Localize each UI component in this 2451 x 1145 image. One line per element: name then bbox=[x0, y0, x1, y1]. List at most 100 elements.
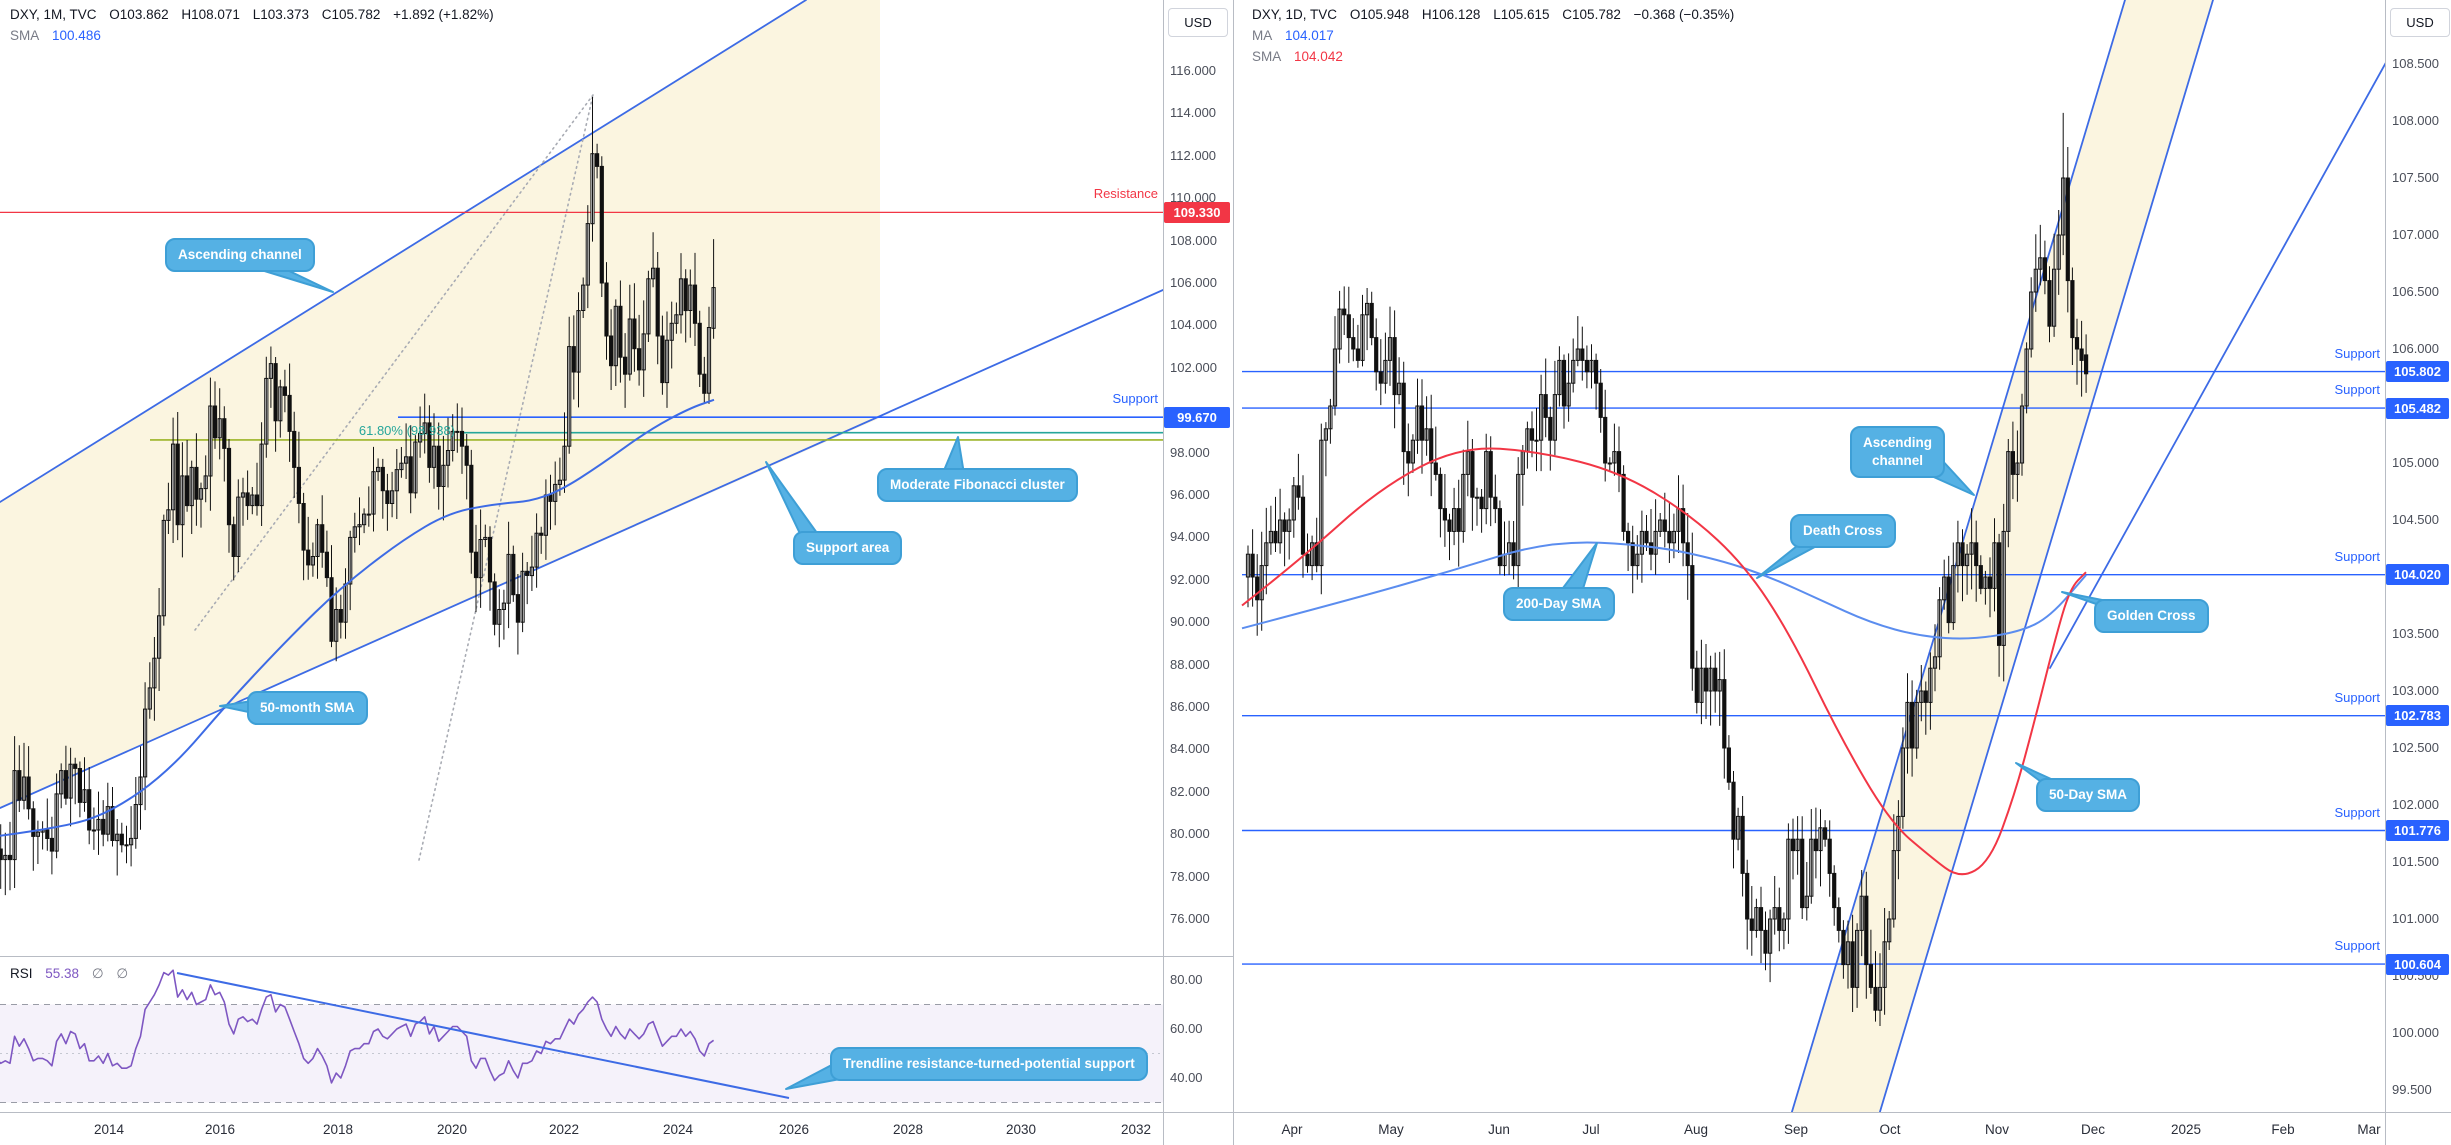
time-axis-label[interactable]: 2026 bbox=[778, 1122, 810, 1137]
level-name-label: Support bbox=[2334, 382, 2380, 397]
trendline bbox=[194, 94, 594, 631]
right-ma-label: MA bbox=[1252, 28, 1273, 43]
level-name-label: Support bbox=[2334, 690, 2380, 705]
left-low-value: L103.373 bbox=[252, 7, 310, 22]
price-tick-label: 108.000 bbox=[2392, 113, 2439, 128]
time-axis-label[interactable]: 2016 bbox=[204, 1122, 236, 1137]
right-open-value: O105.948 bbox=[1349, 7, 1410, 22]
trendline bbox=[418, 94, 594, 861]
level-name-label: Support bbox=[2334, 938, 2380, 953]
price-tick-label: 88.000 bbox=[1170, 657, 1210, 672]
time-axis-label[interactable]: Feb bbox=[2271, 1122, 2295, 1137]
callout-golden-cross[interactable]: Golden Cross bbox=[2094, 599, 2209, 634]
time-axis-label[interactable]: Mar bbox=[2357, 1122, 2381, 1137]
callout-ascending-channel[interactable]: Ascending channel bbox=[165, 238, 315, 273]
rsi-settings-icon[interactable]: ∅ bbox=[116, 966, 129, 981]
price-tick-label: 90.000 bbox=[1170, 614, 1210, 629]
time-axis-label[interactable]: Sep bbox=[1783, 1122, 1809, 1137]
price-badge: 109.330 bbox=[1164, 202, 1230, 223]
callout-50-month-sma[interactable]: 50-month SMA bbox=[247, 691, 368, 726]
price-tick-label: 86.000 bbox=[1170, 699, 1210, 714]
callout-tail bbox=[765, 461, 823, 541]
right-ma-legend[interactable]: MA 104.017 bbox=[1252, 28, 1343, 43]
right-close-value: C105.782 bbox=[1562, 7, 1621, 22]
time-axis-label[interactable]: Oct bbox=[1879, 1122, 1901, 1137]
right-axis-currency-button[interactable]: USD bbox=[2390, 8, 2450, 37]
price-tick-label: 92.000 bbox=[1170, 572, 1210, 587]
level-name-label: Support bbox=[1112, 391, 1158, 406]
price-badge: 101.776 bbox=[2386, 820, 2449, 841]
price-badge: 105.482 bbox=[2386, 398, 2449, 419]
trendline bbox=[2049, 62, 2385, 669]
time-axis-label[interactable]: Dec bbox=[2080, 1122, 2105, 1137]
callout-support-area[interactable]: Support area bbox=[793, 531, 903, 566]
chart-pane-1 bbox=[1241, 0, 2385, 1112]
price-tick-label: 78.000 bbox=[1170, 869, 1210, 884]
candle-wicks bbox=[0, 96, 715, 896]
callout-200-day-sma[interactable]: 200-Day SMA bbox=[1503, 587, 1615, 622]
price-tick-label: 107.500 bbox=[2392, 170, 2439, 185]
price-badge: 102.783 bbox=[2386, 705, 2449, 726]
left-axis-currency-button[interactable]: USD bbox=[1168, 8, 1228, 37]
left-open-value: O103.862 bbox=[109, 7, 169, 22]
panel-divider[interactable] bbox=[1233, 0, 1234, 1145]
right-price-axis-border[interactable] bbox=[2385, 0, 2386, 1145]
rsi-tick-label: 40.00 bbox=[1170, 1070, 1203, 1085]
price-tick-label: 112.000 bbox=[1170, 148, 1217, 163]
rsi-legend[interactable]: RSI 55.38 ∅ ∅ bbox=[10, 966, 137, 982]
rsi-pane-separator[interactable] bbox=[0, 956, 1233, 957]
left-chart-legend[interactable]: DXY, 1M, TVC O103.862 H108.071 L103.373 … bbox=[10, 7, 503, 22]
price-tick-label: 102.000 bbox=[1170, 360, 1217, 375]
time-axis-label[interactable]: 2024 bbox=[662, 1122, 694, 1137]
rsi-tick-label: 60.00 bbox=[1170, 1021, 1203, 1036]
price-tick-label: 106.000 bbox=[1170, 275, 1217, 290]
trendline bbox=[1878, 0, 2214, 1112]
time-axis-label[interactable]: 2020 bbox=[436, 1122, 468, 1137]
time-axis-label[interactable]: Aug bbox=[1683, 1122, 1709, 1137]
left-high-value: H108.071 bbox=[181, 7, 240, 22]
right-chart-legend[interactable]: DXY, 1D, TVC O105.948 H106.128 L105.615 … bbox=[1252, 7, 1743, 22]
price-tick-label: 101.500 bbox=[2392, 854, 2439, 869]
callout-50-day-sma[interactable]: 50-Day SMA bbox=[2036, 778, 2141, 813]
right-sma-value: 104.042 bbox=[1294, 49, 1343, 64]
time-axis-label[interactable]: 2018 bbox=[322, 1122, 354, 1137]
price-tick-label: 103.500 bbox=[2392, 626, 2439, 641]
time-axis-label[interactable]: Apr bbox=[1281, 1122, 1303, 1137]
left-symbol-title[interactable]: DXY, 1M, TVC bbox=[10, 7, 97, 22]
time-axis-label[interactable]: 2014 bbox=[93, 1122, 125, 1137]
callout-ascending-channel[interactable]: Ascending channel bbox=[1850, 426, 1946, 479]
price-tick-label: 106.000 bbox=[2392, 341, 2439, 356]
time-axis-label[interactable]: 2028 bbox=[892, 1122, 924, 1137]
right-sma-label: SMA bbox=[1252, 49, 1282, 64]
price-tick-label: 104.000 bbox=[1170, 317, 1217, 332]
time-axis-label[interactable]: 2030 bbox=[1005, 1122, 1037, 1137]
right-change-value: −0.368 (−0.35%) bbox=[1633, 7, 1735, 22]
rsi-trendline bbox=[176, 972, 790, 1099]
time-axis-label[interactable]: Jul bbox=[1582, 1122, 1600, 1137]
channel-fill bbox=[0, 0, 880, 808]
rsi-hide-icon[interactable]: ∅ bbox=[91, 966, 104, 981]
right-sma-legend[interactable]: SMA 104.042 bbox=[1252, 49, 1352, 64]
time-axis-label[interactable]: 2025 bbox=[2170, 1122, 2202, 1137]
callout-trendline-resistance-turned-potential-support[interactable]: Trendline resistance-turned-potential su… bbox=[830, 1047, 1148, 1082]
chart-pane-0 bbox=[0, 0, 1163, 1103]
price-tick-label: 105.000 bbox=[2392, 455, 2439, 470]
time-axis-label[interactable]: May bbox=[1378, 1122, 1404, 1137]
time-axis-label[interactable]: 2032 bbox=[1120, 1122, 1152, 1137]
price-tick-label: 107.000 bbox=[2392, 227, 2439, 242]
left-price-axis-border[interactable] bbox=[1163, 0, 1164, 1145]
time-axis-label[interactable]: 2022 bbox=[548, 1122, 580, 1137]
price-tick-label: 76.000 bbox=[1170, 911, 1210, 926]
price-tick-label: 80.000 bbox=[1170, 826, 1210, 841]
time-axis-label[interactable]: Jun bbox=[1488, 1122, 1510, 1137]
time-axis-label[interactable]: Nov bbox=[1984, 1122, 2009, 1137]
callout-moderate-fibonacci-cluster[interactable]: Moderate Fibonacci cluster bbox=[877, 468, 1078, 503]
price-badge: 100.604 bbox=[2386, 954, 2449, 975]
callout-death-cross[interactable]: Death Cross bbox=[1790, 514, 1896, 549]
fib-level-label: 61.80% (98.938) bbox=[358, 423, 455, 438]
price-tick-label: 101.000 bbox=[2392, 911, 2439, 926]
right-symbol-title[interactable]: DXY, 1D, TVC bbox=[1252, 7, 1338, 22]
left-sma-legend[interactable]: SMA 100.486 bbox=[10, 28, 110, 43]
